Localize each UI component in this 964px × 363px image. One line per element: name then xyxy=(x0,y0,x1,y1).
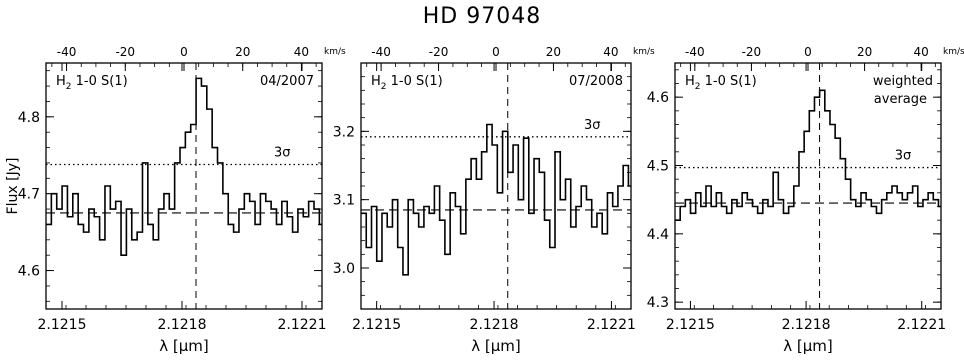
x-axis-label: λ [μm] xyxy=(471,337,521,355)
top-tick-label: 20 xyxy=(546,45,561,59)
x-tick-label: 2.1215 xyxy=(38,317,87,333)
top-tick-label: 20 xyxy=(235,45,250,59)
top-axis-unit: km/s xyxy=(324,47,346,57)
sigma-label: 3σ xyxy=(584,118,601,133)
line-id-label: H2 1-0 S(1) xyxy=(371,74,443,92)
top-tick-label: -20 xyxy=(115,45,135,59)
spectrum-series xyxy=(361,123,631,276)
panel-3: 2.1215 2.1218 2.1221 λ [μm] -40 -20 0 20 40 km/s 4… xyxy=(647,45,964,355)
plot-frame xyxy=(45,62,323,310)
x-tick-label: 2.1218 xyxy=(782,317,831,333)
top-tick-label: 20 xyxy=(857,45,872,59)
y-tick-label: 4.6 xyxy=(18,264,40,280)
y-tick-label: 3.2 xyxy=(333,124,355,140)
line-id-subscript: 2 xyxy=(695,82,701,92)
epoch-label: 04/2007 xyxy=(260,74,314,89)
x-axis-label: λ [μm] xyxy=(159,337,209,355)
epoch-label-line-2: average xyxy=(874,92,927,107)
x-axis-label: λ [μm] xyxy=(783,337,833,355)
y-tick-label: 4.8 xyxy=(18,110,40,126)
y-tick-label: 3.0 xyxy=(333,261,355,277)
top-tick-label: 0 xyxy=(492,45,500,59)
x-tick-label: 2.1221 xyxy=(278,317,327,333)
line-id-subscript: 2 xyxy=(381,82,387,92)
epoch-label: weighted xyxy=(873,74,933,89)
x-tick-label: 2.1215 xyxy=(352,317,401,333)
line-id-rest: 1-0 S(1) xyxy=(72,74,128,89)
spectrum-series xyxy=(675,89,941,221)
top-tick-label: 0 xyxy=(180,45,188,59)
top-axis-unit: km/s xyxy=(943,47,964,57)
top-tick-label: 40 xyxy=(914,45,929,59)
y-axis-label: Flux [Jy] xyxy=(5,158,21,215)
line-id-label: H2 1-0 S(1) xyxy=(685,74,757,92)
top-tick-label: -40 xyxy=(371,45,391,59)
x-tick-label: 2.1218 xyxy=(470,317,519,333)
top-tick-label: 0 xyxy=(804,45,812,59)
x-tick-label: 2.1221 xyxy=(587,317,636,333)
y-tick-label: 4.7 xyxy=(18,187,40,203)
top-tick-label: 40 xyxy=(603,45,618,59)
top-tick-label: -40 xyxy=(685,45,705,59)
top-tick-label: -20 xyxy=(742,45,762,59)
panel-2: 2.1215 2.1218 2.1221 λ [μm] -40 -20 0 20 40 km/s 3… xyxy=(333,45,655,355)
top-tick-label: -20 xyxy=(429,45,449,59)
line-id-rest: 1-0 S(1) xyxy=(701,74,757,89)
line-id-label: H2 1-0 S(1) xyxy=(56,74,128,92)
plot-frame xyxy=(360,62,632,310)
y-tick-label: 4.5 xyxy=(647,159,669,175)
top-tick-label: 40 xyxy=(294,45,309,59)
line-id-main: H xyxy=(371,74,381,89)
line-id-rest: 1-0 S(1) xyxy=(387,74,443,89)
epoch-label: 07/2008 xyxy=(569,74,623,89)
figure-title: HD 97048 xyxy=(422,4,542,29)
y-tick-label: 4.3 xyxy=(647,295,669,311)
line-id-main: H xyxy=(56,74,66,89)
x-tick-label: 2.1221 xyxy=(897,317,946,333)
line-id-main: H xyxy=(685,74,695,89)
y-tick-label: 3.1 xyxy=(333,193,355,209)
y-tick-label: 4.4 xyxy=(647,227,669,243)
x-tick-label: 2.1215 xyxy=(666,317,715,333)
top-tick-label: -40 xyxy=(57,45,77,59)
sigma-label: 3σ xyxy=(895,149,912,164)
spectrum-series xyxy=(46,77,322,256)
top-axis-unit: km/s xyxy=(633,47,655,57)
x-tick-label: 2.1218 xyxy=(158,317,207,333)
panel-1: 2.1215 2.1218 2.1221 λ [μm] -40 -20 0 20 40 km/s 4… xyxy=(18,45,346,355)
sigma-label: 3σ xyxy=(274,145,291,160)
y-tick-label: 4.6 xyxy=(647,90,669,106)
line-id-subscript: 2 xyxy=(66,82,72,92)
